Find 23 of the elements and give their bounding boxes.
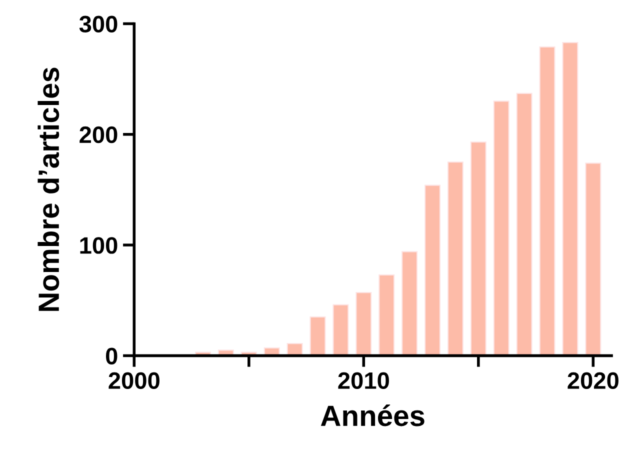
bar: [470, 142, 486, 356]
x-tick-label: 2020: [568, 372, 618, 389]
bar: [447, 161, 464, 356]
bar: [332, 304, 349, 356]
y-tick-label: 0: [106, 348, 118, 364]
y-tick-label: 200: [80, 126, 118, 144]
y-axis-title: Nombre d’articles: [38, 68, 60, 311]
bar: [493, 100, 510, 356]
x-axis-title: Années: [320, 404, 424, 426]
bar: [562, 42, 578, 356]
bar: [539, 46, 556, 356]
bar: [356, 292, 372, 356]
bar: [585, 162, 602, 356]
bar: [310, 316, 326, 356]
x-tick-label: 2010: [338, 372, 389, 389]
y-tick-label: 300: [79, 16, 118, 33]
bar: [378, 274, 395, 356]
bar: [286, 342, 303, 356]
bar: [516, 92, 532, 356]
bar: [424, 184, 441, 356]
y-tick-label: 100: [80, 237, 118, 254]
x-tick-label: 2000: [108, 372, 160, 389]
bar: [402, 251, 418, 356]
